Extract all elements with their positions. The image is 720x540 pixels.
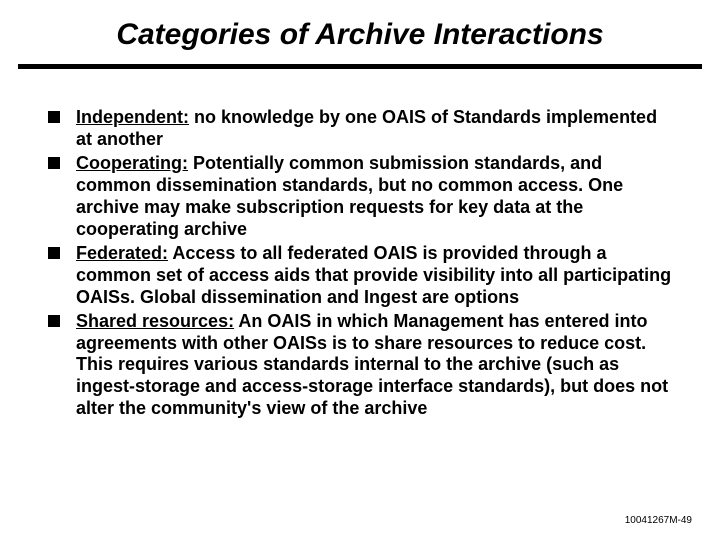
- bullet-list: Independent: no knowledge by one OAIS of…: [48, 107, 678, 420]
- list-item: Cooperating: Potentially common submissi…: [48, 153, 678, 241]
- slide: Categories of Archive Interactions Indep…: [0, 0, 720, 540]
- bullet-term: Independent:: [76, 107, 189, 127]
- slide-number-footer: 10041267M-49: [625, 515, 692, 526]
- list-item: Shared resources: An OAIS in which Manag…: [48, 311, 678, 421]
- content-area: Independent: no knowledge by one OAIS of…: [0, 69, 720, 420]
- bullet-term: Shared resources:: [76, 311, 234, 331]
- list-item: Independent: no knowledge by one OAIS of…: [48, 107, 678, 151]
- slide-title: Categories of Archive Interactions: [0, 0, 720, 64]
- bullet-term: Federated:: [76, 243, 168, 263]
- list-item: Federated: Access to all federated OAIS …: [48, 243, 678, 309]
- bullet-term: Cooperating:: [76, 153, 188, 173]
